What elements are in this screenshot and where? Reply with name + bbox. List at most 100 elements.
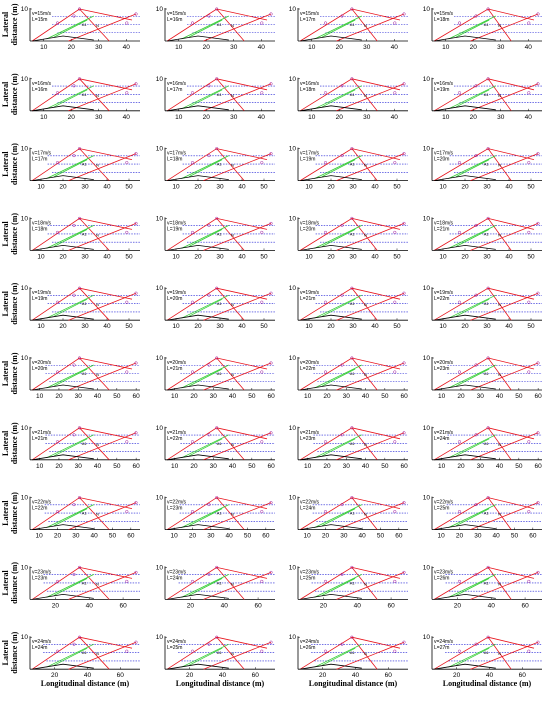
trajectory-marker [215,496,219,500]
trajectory-marker [350,147,354,151]
annotation-label: A1 [350,650,356,655]
y-axis-label-line1: Lateral [1,151,10,177]
trajectory-marker [486,7,490,11]
trajectory-marker [215,565,219,569]
y-tick-label: 10 [289,495,297,502]
x-tick-label: 20 [461,323,469,330]
red-trajectory [488,8,535,21]
annotation-label: N [498,93,501,98]
x-tick-label: 30 [75,393,83,400]
trajectory-marker [393,579,397,583]
trajectory-marker [536,82,540,86]
trajectory-marker [55,579,60,583]
green-trajectory [189,19,223,38]
trajectory-marker [190,579,195,583]
annotation-label: A1 [82,22,88,27]
y-axis-label: Lateral distance (m) [1,213,19,255]
lane-length-label: L=19m [300,157,315,163]
trajectory-marker [190,91,195,95]
annotation-label: N [364,163,367,168]
trajectory-marker [536,640,540,644]
trajectory-marker [125,649,129,653]
x-tick-label: 10 [439,184,447,191]
panel: 10 10 20 30 40 A1 Nv=16m/sL=19m [423,76,542,121]
lane-length-label: L=24m [167,575,182,581]
annotation-label: N [96,512,99,517]
panel: 10 20 40 60 A1 Nv=23m/sL=24m [156,564,275,609]
trajectory-marker [457,649,462,653]
green-trajectory [448,434,496,459]
red-trajectory [351,78,401,91]
trajectory-marker [486,77,490,81]
x-tick-label: 40 [496,393,504,400]
red-trajectory [203,223,272,251]
lane-length-label: L=21m [167,366,182,372]
trajectory-marker [260,230,264,234]
x-tick-label: 10 [438,393,446,400]
speed-label: v=15m/s [300,11,320,17]
x-tick-label: 30 [483,253,491,260]
panel: 10 10 20 30 40 50 60 A1 Nv=22m/sL=23m [156,495,275,540]
x-tick-label: 40 [362,393,370,400]
lane-length-label: L=18m [167,157,182,163]
x-tick-label: 50 [125,323,133,330]
green-trajectory [314,85,362,110]
annotation-label: N [231,512,234,517]
x-tick-label: 10 [439,253,447,260]
y-tick-label: 10 [21,215,29,222]
y-axis-label-line2: distance (m) [10,73,19,115]
lane-length-label: L=23m [434,366,449,372]
y-axis-label-line1: Lateral [1,639,10,665]
x-tick-label: 40 [354,602,362,609]
speed-label: v=24m/s [167,639,187,645]
x-tick-label: 50 [244,533,252,540]
trajectory-marker [527,440,531,444]
trajectory-marker [55,370,60,374]
green-trajectory [448,504,496,528]
x-tick-label: 20 [322,533,330,540]
black-trajectory [32,524,94,530]
red-trajectory [79,567,133,579]
annotation-label: N [96,581,99,586]
black-trajectory [167,175,229,181]
x-tick-label: 30 [95,114,103,121]
lane-length-label: L=27m [434,645,449,651]
red-trajectory [203,432,272,461]
x-tick-label: 30 [207,533,215,540]
green-trajectory [456,298,490,317]
x-tick-label: 10 [171,463,179,470]
x-tick-label: 40 [238,323,246,330]
trajectory-marker [125,161,129,165]
trajectory-marker [323,230,328,234]
trajectory-marker [269,501,273,505]
speed-label: v=16m/s [434,81,454,87]
x-tick-label: 20 [194,253,202,260]
trajectory-marker [350,635,354,639]
trajectory-marker [527,579,531,583]
green-trajectory [448,225,496,249]
x-tick-label: 50 [527,184,535,191]
x-tick-label: 20 [59,323,67,330]
trajectory-marker [55,91,60,95]
annotation-label: A1 [350,92,356,97]
x-tick-label: 10 [308,44,316,51]
y-axis-label: Lateral distance (m) [1,492,19,534]
red-trajectory [336,83,405,112]
green-trajectory [456,19,490,38]
red-trajectory [68,362,137,391]
panel: 10 20 40 60 A1 Nv=23m/sL=26m [423,564,542,609]
trajectory-marker [77,286,82,290]
panel: 10 20 40 60 A1 Nv=23m/sL=25m [289,564,408,609]
red-trajectory [351,218,401,230]
x-tick-label: 30 [363,44,371,51]
red-trajectory [351,357,401,370]
x-tick-label: 60 [521,602,529,609]
red-trajectory [68,502,137,530]
red-trajectory [336,362,405,391]
green-trajectory [314,155,362,179]
x-tick-label: 60 [385,672,393,679]
green-trajectory [448,294,496,319]
trajectory-marker [527,370,531,374]
x-tick-label: 10 [175,114,183,121]
y-axis-label-line1: Lateral [1,569,10,595]
